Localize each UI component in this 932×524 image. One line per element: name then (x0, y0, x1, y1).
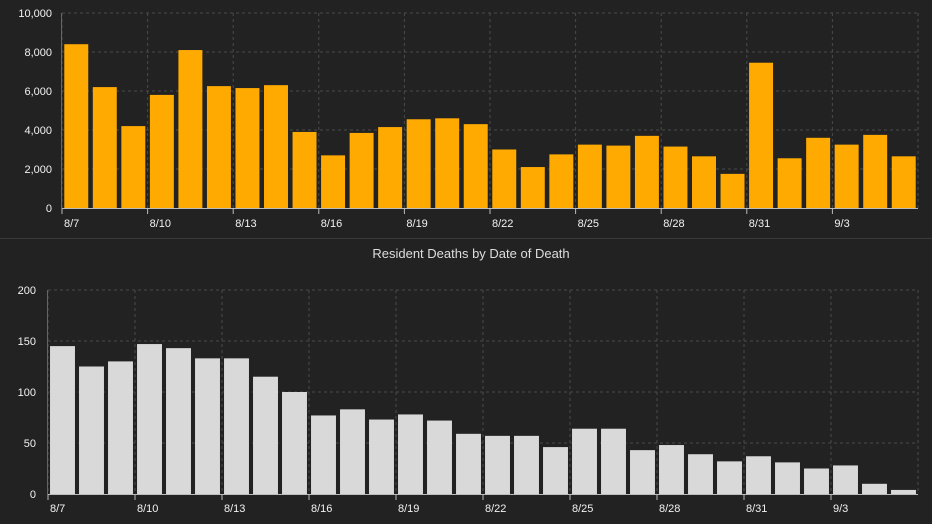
cases-bar (435, 118, 460, 208)
cases-xtick-label: 8/10 (150, 218, 171, 230)
deaths-bar (688, 454, 713, 494)
cases-ytick-label: 2,000 (24, 164, 52, 176)
cases-ytick-label: 0 (46, 203, 52, 215)
cases-bar (577, 144, 602, 208)
cases-bar (806, 137, 831, 208)
deaths-xtick-label: 8/19 (398, 503, 419, 515)
deaths-xtick-label: 8/28 (659, 503, 680, 515)
cases-xtick-label: 8/13 (235, 218, 256, 230)
cases-bar (121, 126, 146, 208)
deaths-ytick-label: 0 (30, 489, 36, 501)
cases-bar (349, 132, 374, 208)
cases-ytick-label: 6,000 (24, 86, 52, 98)
cases-chart: 0 2,000 4,000 6,000 8,000 10,000 8/7 8/10 8/13 8/… (18, 8, 919, 230)
cases-bar (378, 127, 403, 208)
cases-bar (492, 149, 517, 208)
deaths-xtick-label: 8/16 (311, 503, 332, 515)
deaths-bar (340, 409, 365, 494)
deaths-bar (195, 358, 220, 494)
deaths-ytick-label: 100 (18, 387, 36, 399)
cases-bar (749, 62, 774, 208)
deaths-xtick-label: 8/31 (746, 503, 767, 515)
cases-xtick-label: 8/28 (663, 218, 684, 230)
deaths-xtick-label: 8/7 (50, 503, 65, 515)
cases-bar (634, 135, 659, 208)
deaths-xtick-label: 9/3 (833, 503, 848, 515)
cases-ytick-label: 4,000 (24, 125, 52, 137)
cases-xtick-label: 8/7 (64, 218, 79, 230)
deaths-xtick-label: 8/10 (137, 503, 158, 515)
deaths-bar (804, 468, 829, 494)
deaths-bar (862, 483, 887, 494)
cases-ytick-label: 10,000 (18, 8, 52, 20)
deaths-bar (659, 445, 684, 494)
deaths-bar (746, 456, 771, 494)
deaths-bar (50, 346, 75, 494)
deaths-bar (630, 450, 655, 494)
deaths-xtick-label: 8/22 (485, 503, 506, 515)
cases-bar (406, 119, 431, 208)
deaths-chart-title: Resident Deaths by Date of Death (372, 246, 569, 261)
cases-bar (235, 88, 260, 208)
cases-xtick-label: 8/19 (406, 218, 427, 230)
cases-bar (834, 144, 859, 208)
cases-bar (692, 156, 716, 208)
deaths-bar (717, 461, 742, 494)
cases-xtick-label: 8/25 (578, 218, 599, 230)
cases-bar (520, 167, 545, 208)
cases-bar (463, 124, 488, 208)
cases-bar (891, 156, 916, 208)
deaths-bar (79, 366, 104, 494)
cases-xtick-label: 8/22 (492, 218, 513, 230)
cases-xtick-label: 9/3 (834, 218, 849, 230)
cases-bar (92, 87, 117, 208)
cases-bar (549, 154, 574, 208)
deaths-ytick-label: 150 (18, 336, 36, 348)
deaths-ytick-label: 50 (24, 438, 36, 450)
deaths-bar (398, 414, 423, 494)
deaths-chart: 0 50 100 150 200 8/7 8/10 8/13 8/16 8/19 8/22 8/25 8… (18, 285, 919, 515)
cases-bar (720, 173, 745, 208)
cases-bar (292, 131, 317, 208)
deaths-xtick-label: 8/13 (224, 503, 245, 515)
cases-bar (663, 146, 688, 208)
deaths-bar (427, 420, 452, 494)
deaths-bar (456, 433, 481, 494)
deaths-bar (601, 428, 626, 494)
deaths-bar (775, 462, 800, 494)
deaths-bar (543, 447, 568, 494)
cases-bar (777, 158, 802, 208)
deaths-bar (108, 361, 133, 494)
cases-bar (321, 155, 346, 208)
cases-bar (64, 44, 89, 209)
deaths-bar (137, 344, 162, 494)
cases-bar (178, 50, 203, 208)
deaths-bar (224, 358, 249, 494)
cases-xtick-label: 8/16 (321, 218, 342, 230)
deaths-bar (891, 489, 916, 494)
cases-xtick-label: 8/31 (749, 218, 770, 230)
deaths-bar (485, 435, 510, 494)
cases-bar (606, 145, 631, 208)
deaths-bar (166, 348, 191, 494)
deaths-bar (369, 419, 394, 494)
deaths-bar (572, 428, 597, 494)
cases-bar (149, 94, 174, 208)
deaths-bar (253, 376, 278, 494)
deaths-xtick-label: 8/25 (572, 503, 593, 515)
deaths-bar (282, 392, 307, 494)
cases-bar (264, 85, 288, 208)
deaths-bar (514, 435, 539, 494)
deaths-bar (833, 465, 858, 494)
cases-ytick-label: 8,000 (24, 47, 52, 59)
cases-bar (206, 86, 231, 208)
deaths-ytick-label: 200 (18, 285, 36, 297)
cases-bar (863, 134, 888, 208)
deaths-bar (311, 415, 336, 494)
